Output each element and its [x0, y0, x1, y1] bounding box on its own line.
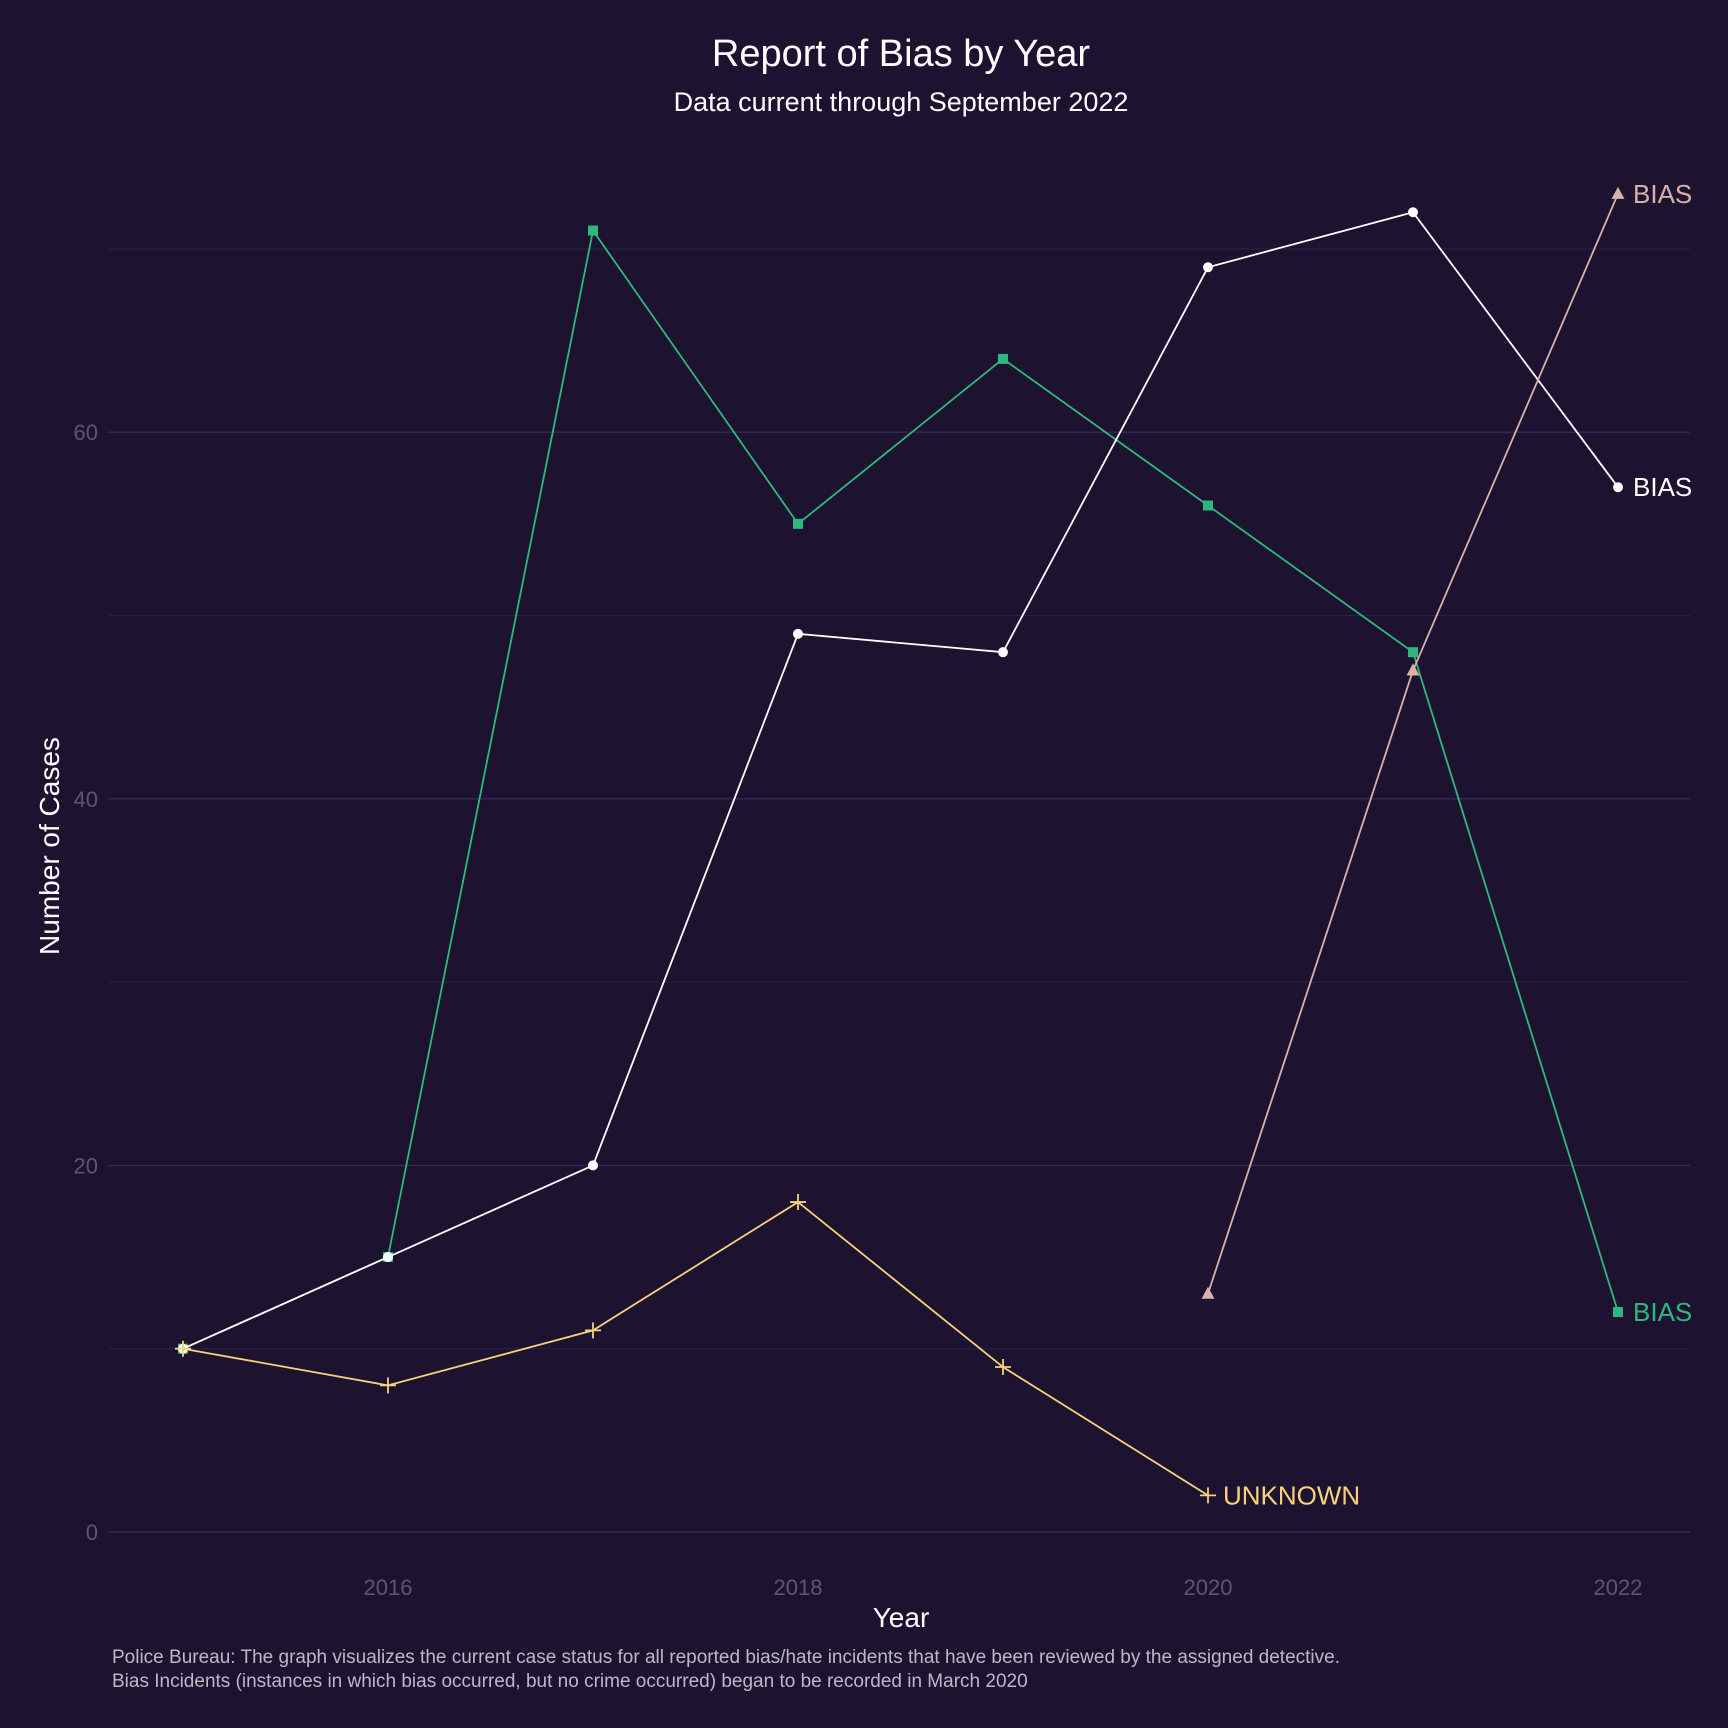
series-line — [182, 1200, 1209, 1497]
data-point — [1613, 482, 1623, 493]
data-point — [1408, 647, 1418, 658]
data-point — [790, 1194, 806, 1211]
data-point — [588, 225, 598, 236]
series-end-label: UNKNOWN — [1223, 1480, 1360, 1510]
data-point — [793, 628, 803, 639]
series-unknown-plus — [175, 1194, 1216, 1504]
chart-subtitle: Data current through September 2022 — [674, 87, 1129, 117]
series-end-label: BIAS — [1633, 179, 1692, 209]
series-bias-circle — [178, 207, 1623, 1354]
caption-line-1: Police Bureau: The graph visualizes the … — [112, 1647, 1340, 1668]
y-tick-label: 0 — [86, 1520, 98, 1545]
series-end-label: BIAS — [1633, 472, 1692, 502]
caption-line-2: Bias Incidents (instances in which bias … — [112, 1671, 1028, 1692]
data-point — [175, 1340, 191, 1357]
data-point — [1200, 1487, 1216, 1504]
x-tick-label: 2016 — [364, 1575, 413, 1600]
data-point — [1406, 663, 1420, 676]
series-line — [182, 228, 1619, 1350]
series-line — [182, 211, 1619, 1350]
x-tick-label: 2020 — [1184, 1575, 1233, 1600]
data-point — [380, 1377, 396, 1394]
data-point — [998, 647, 1008, 658]
series-bias-square — [178, 225, 1623, 1354]
data-point — [1613, 1307, 1623, 1318]
series-line — [1207, 193, 1619, 1294]
data-point — [1203, 262, 1213, 273]
data-point — [995, 1359, 1011, 1376]
data-point — [1611, 186, 1625, 199]
x-axis-title: Year — [873, 1602, 930, 1633]
data-point — [1203, 500, 1213, 511]
y-tick-label: 40 — [74, 787, 98, 812]
y-tick-label: 60 — [74, 420, 98, 445]
data-point — [383, 1252, 393, 1263]
series-end-label: BIAS — [1633, 1297, 1692, 1327]
data-point — [793, 518, 803, 529]
y-axis-title: Number of Cases — [34, 737, 65, 955]
data-point — [588, 1160, 598, 1171]
data-point — [1408, 207, 1418, 218]
grid — [108, 248, 1690, 1533]
data-point — [998, 353, 1008, 364]
y-tick-label: 20 — [74, 1153, 98, 1178]
series-layer — [175, 186, 1625, 1504]
end-labels: BIAS BIAS BIAS UNKNOWN — [1223, 179, 1692, 1510]
x-tick-label: 2018 — [774, 1575, 823, 1600]
chart-title: Report of Bias by Year — [712, 33, 1090, 75]
data-point — [585, 1322, 601, 1339]
series-bias-triangle — [1201, 186, 1625, 1299]
data-point — [1201, 1286, 1215, 1299]
tick-labels: 0 20 40 60 2016 2018 2020 2022 — [74, 420, 1643, 1600]
x-tick-label: 2022 — [1594, 1575, 1643, 1600]
